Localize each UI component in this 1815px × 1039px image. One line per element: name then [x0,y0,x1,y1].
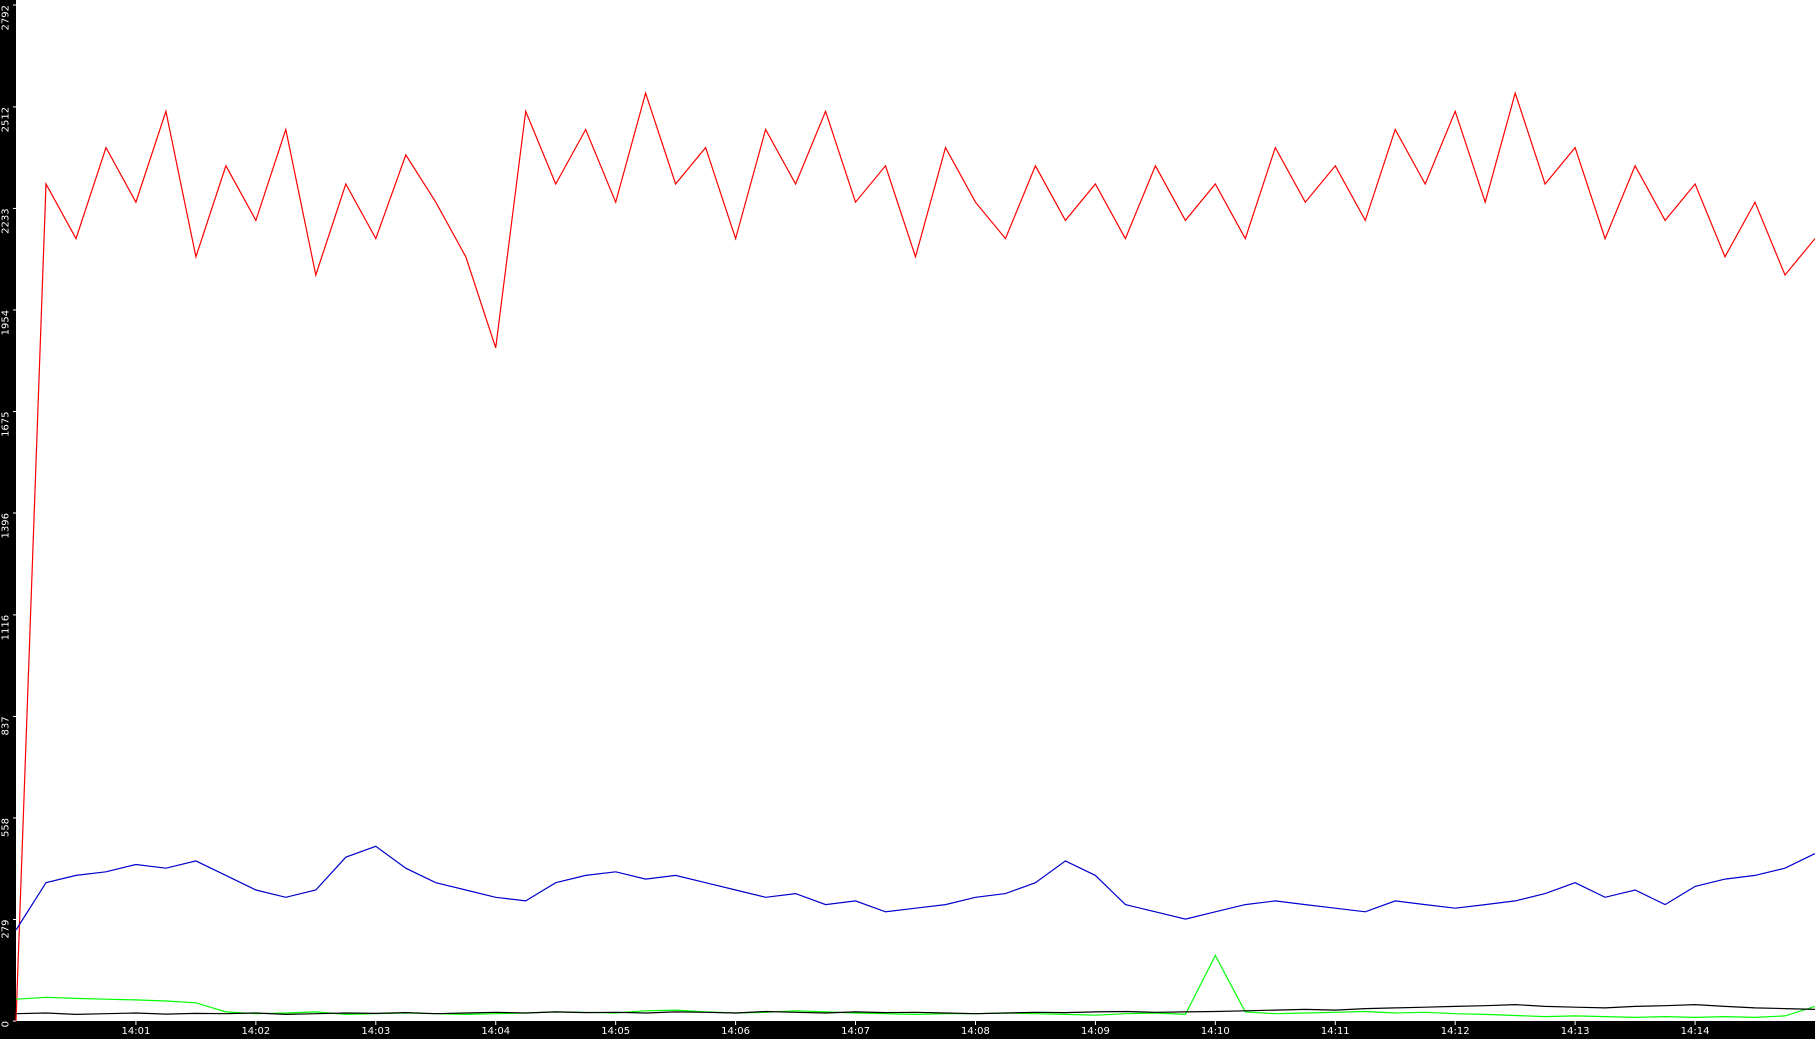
y-tick-label: 1116 [0,615,11,640]
x-tick-label: 14:08 [961,1026,990,1037]
y-tick-label: 2792 [0,5,11,30]
x-tick-label: 14:03 [361,1026,390,1037]
y-tick-label: 837 [0,716,11,735]
x-tick-label: 14:09 [1081,1026,1110,1037]
series-line [15,1003,1815,1016]
x-tick-label: 14:04 [481,1026,510,1037]
x-tick-label: 14:10 [1201,1026,1230,1037]
series-line [15,845,1815,931]
y-tick-label: 1954 [0,310,11,335]
x-tick-label: 14:06 [721,1026,750,1037]
series-line [15,91,1815,1022]
y-tick-label: 279 [0,919,11,938]
y-tick-label: 1675 [0,411,11,436]
x-tick-label: 14:11 [1321,1026,1350,1037]
x-tick-label: 14:02 [241,1026,270,1037]
y-tick-label: 558 [0,818,11,837]
y-tick-label: 2233 [0,208,11,233]
y-tick-label: 2512 [0,107,11,132]
x-tick-label: 14:12 [1441,1026,1470,1037]
x-tick-label: 14:13 [1561,1026,1590,1037]
x-tick-label: 14:14 [1681,1026,1710,1037]
x-tick-label: 14:05 [601,1026,630,1037]
y-tick-label: 0 [0,1021,11,1027]
plot-area [16,0,1815,1021]
x-tick-label: 14:07 [841,1026,870,1037]
x-tick-label: 14:01 [122,1026,151,1037]
series-line [15,954,1815,1019]
y-tick-label: 1396 [0,513,11,538]
